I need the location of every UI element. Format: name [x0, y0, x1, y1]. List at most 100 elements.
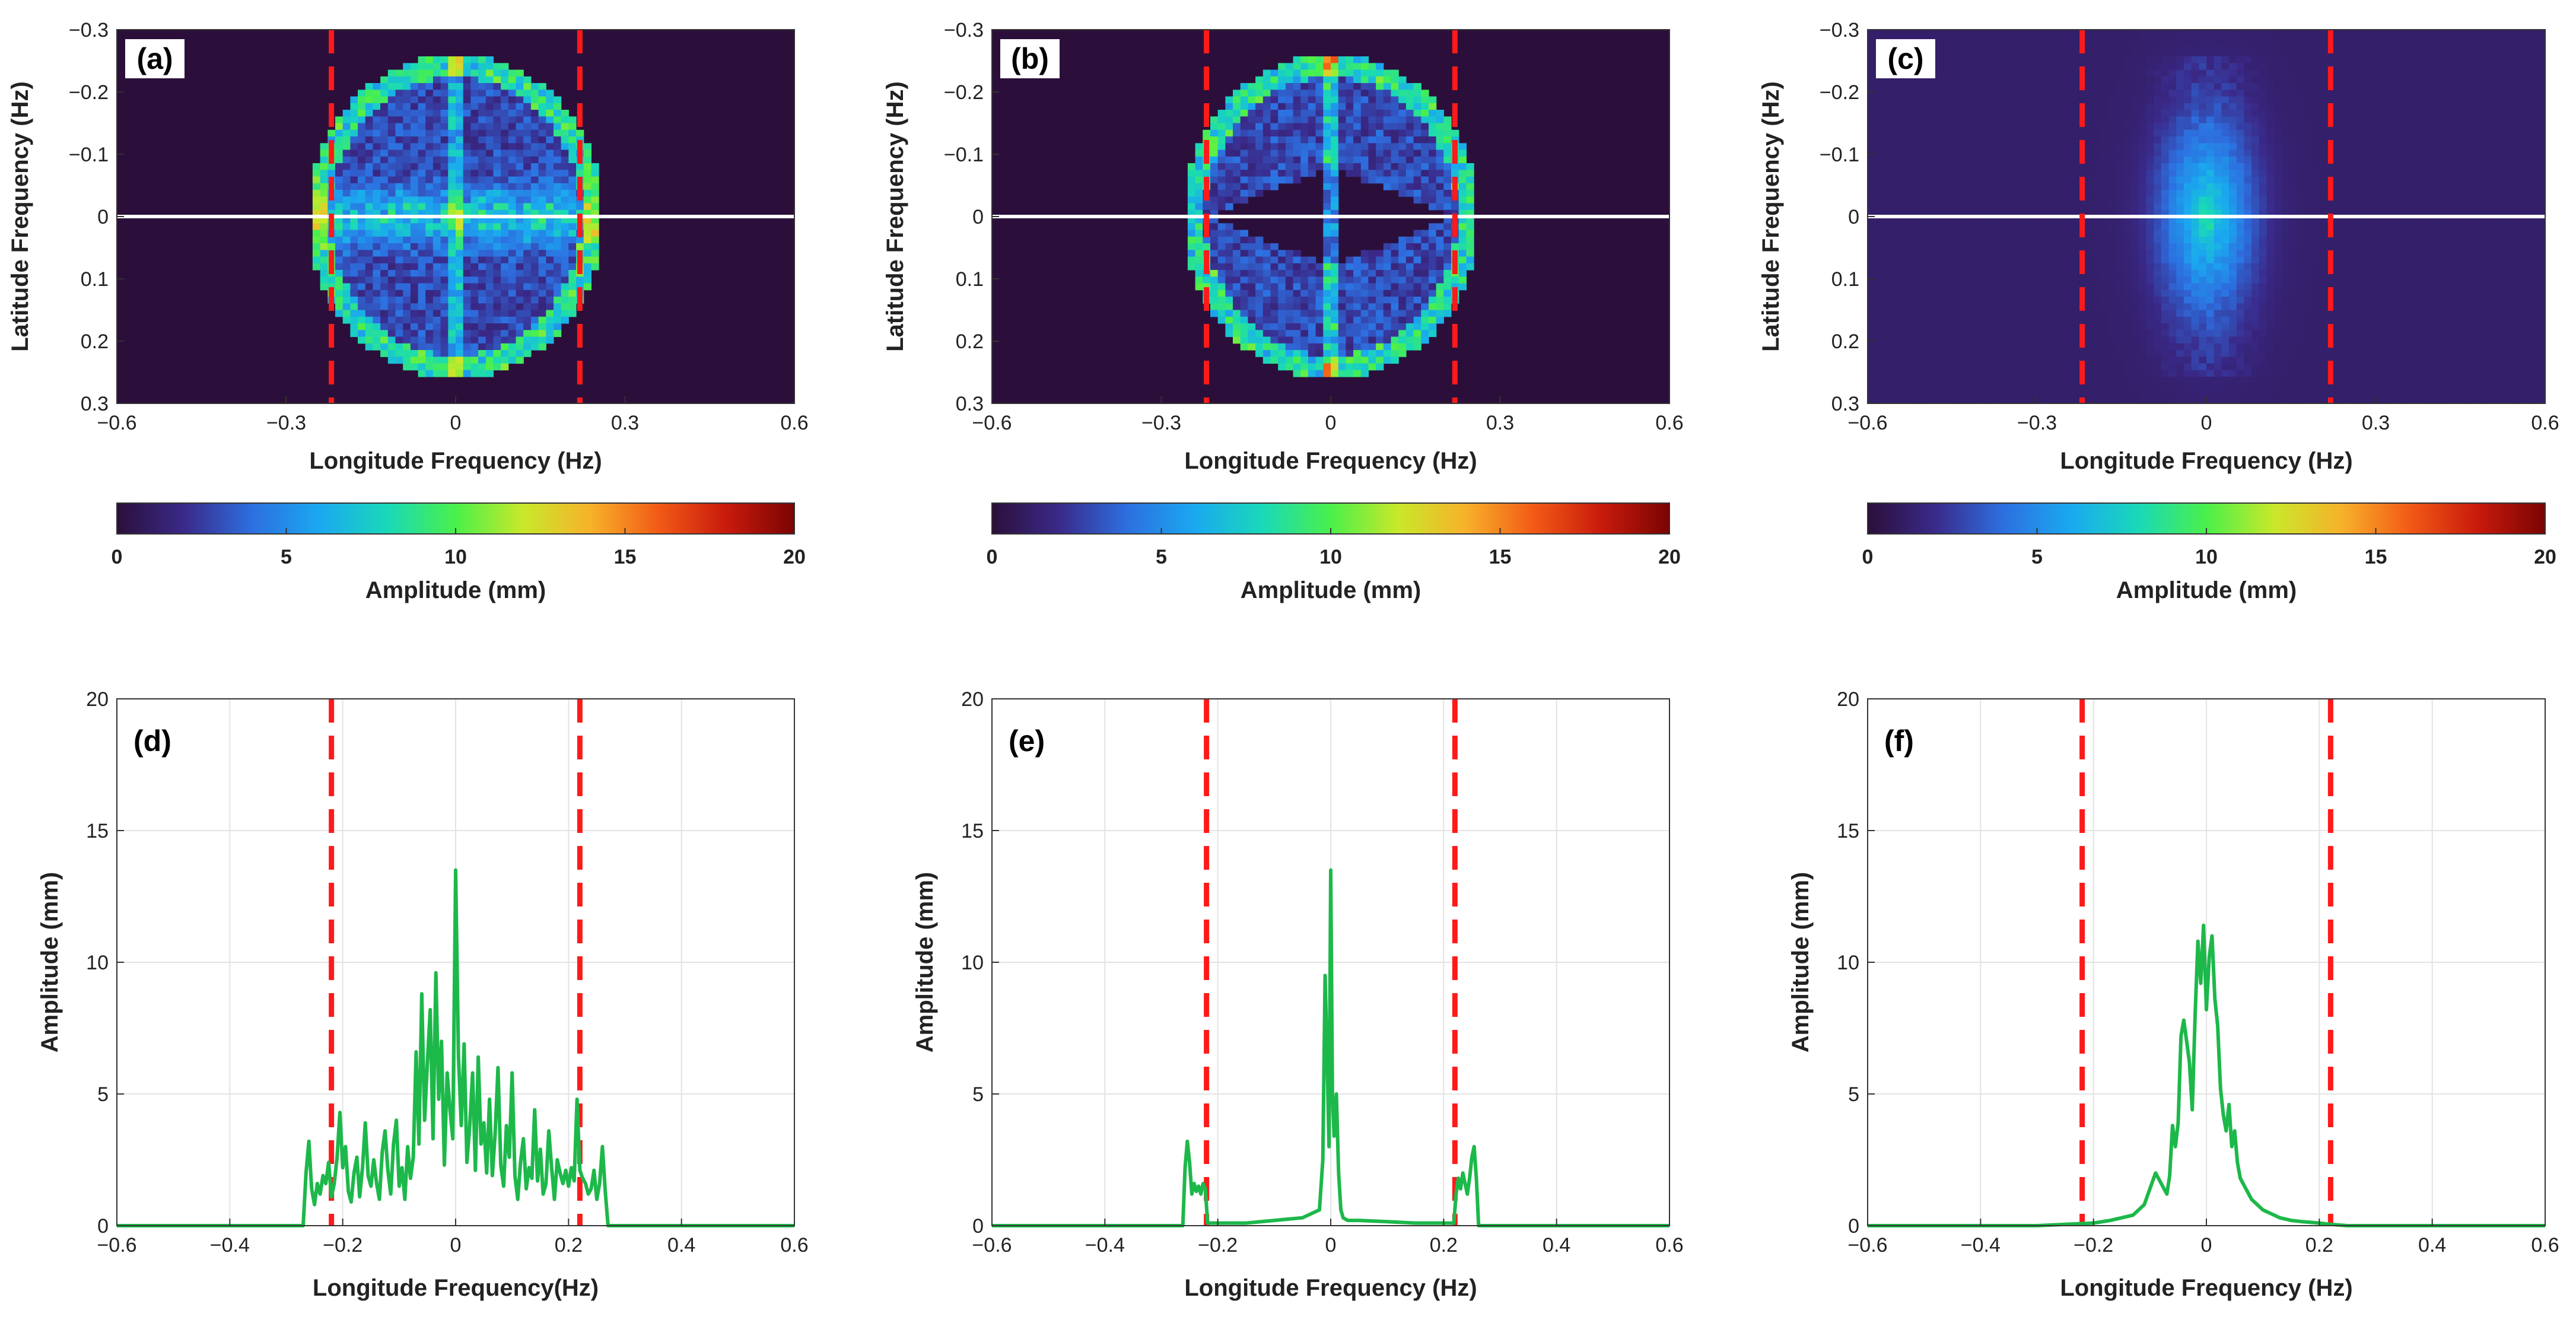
heatmap-cell — [2244, 90, 2252, 97]
heatmap-cell — [2221, 69, 2230, 77]
heatmap-cell — [395, 223, 403, 231]
heatmap-cell — [2372, 43, 2380, 50]
heatmap-cell — [2379, 156, 2388, 164]
heatmap-cell — [335, 270, 344, 277]
heatmap-cell — [2492, 69, 2501, 77]
heatmap-cell — [2485, 176, 2493, 184]
heatmap-cell — [1240, 190, 1248, 197]
heatmap-cell — [2462, 76, 2470, 84]
heatmap-cell — [1405, 263, 1414, 271]
heatmap-cell — [1308, 129, 1316, 137]
heatmap-cell — [358, 103, 366, 110]
heatmap-cell — [2229, 170, 2237, 177]
heatmap-cell — [2507, 56, 2515, 63]
heatmap-cell — [387, 76, 396, 84]
heatmap-cell — [470, 236, 479, 244]
heatmap-cell — [387, 209, 396, 217]
heatmap-cell — [350, 243, 358, 250]
heatmap-cell — [2025, 63, 2034, 71]
heatmap-cell — [2289, 143, 2297, 151]
heatmap-cell — [1346, 283, 1354, 291]
heatmap-cell — [2183, 103, 2192, 110]
heatmap-cell — [2530, 30, 2538, 37]
heatmap-cell — [2221, 76, 2230, 84]
heatmap-cell — [2394, 163, 2403, 170]
heatmap-cell — [583, 270, 591, 277]
heatmap-cell — [1285, 350, 1294, 357]
heatmap-cell — [350, 163, 358, 170]
heatmap-cell — [387, 69, 396, 77]
heatmap-cell — [365, 316, 373, 324]
heatmap-cell — [387, 303, 396, 311]
heatmap-cell — [508, 316, 517, 324]
heatmap-cell — [1225, 129, 1233, 137]
heatmap-cell — [1240, 83, 1248, 90]
heatmap-cell — [2289, 43, 2297, 50]
heatmap-cell — [2259, 170, 2267, 177]
heatmap-cell — [1331, 276, 1339, 284]
heatmap-cell — [1973, 150, 1981, 157]
heatmap-cell — [2334, 156, 2342, 164]
heatmap-cell — [470, 170, 479, 177]
heatmap-cell — [1950, 49, 1958, 57]
heatmap-cell — [546, 176, 554, 184]
heatmap-cell — [2319, 56, 2327, 63]
heatmap-cell — [448, 136, 456, 144]
heatmap-cell — [1882, 183, 1891, 190]
heatmap-cell — [2199, 43, 2207, 50]
heatmap-cell — [2281, 163, 2290, 170]
heatmap-cell — [530, 110, 539, 117]
heatmap-cell — [1383, 83, 1392, 90]
heatmap-cell — [2447, 123, 2456, 131]
heatmap-cell — [387, 290, 396, 297]
heatmap-cell — [1255, 110, 1264, 117]
heatmap-cell — [493, 90, 501, 97]
heatmap-cell — [2425, 56, 2433, 63]
heatmap-cell — [1346, 116, 1354, 124]
heatmap-cell — [1338, 350, 1346, 357]
heatmap-cell — [523, 243, 532, 250]
heatmap-cell — [2101, 96, 2109, 104]
heatmap-cell — [546, 150, 554, 157]
heatmap-cell — [403, 336, 411, 344]
heatmap-cell — [2409, 156, 2418, 164]
heatmap-cell — [1346, 76, 1354, 84]
heatmap-cell — [493, 297, 501, 304]
heatmap-cell — [2033, 156, 2041, 164]
heatmap-cell — [2063, 103, 2072, 110]
heatmap-cell — [410, 323, 419, 330]
heatmap-cell — [2101, 103, 2109, 110]
heatmap-cell — [1443, 250, 1452, 257]
heatmap-cell — [561, 110, 569, 117]
heatmap-cell — [1233, 110, 1241, 117]
heatmap-cell — [1391, 110, 1399, 117]
heatmap-cell — [2537, 49, 2546, 57]
heatmap-cell — [2372, 123, 2380, 131]
heatmap-cell — [1913, 143, 1921, 151]
heatmap-cell — [1360, 270, 1369, 277]
heatmap-cell — [448, 83, 456, 90]
heatmap-cell — [2086, 150, 2094, 157]
heatmap-cell — [1248, 110, 1256, 117]
heatmap-cell — [1187, 170, 1196, 177]
heatmap-cell — [508, 250, 517, 257]
heatmap-cell — [2214, 49, 2222, 57]
heatmap-cell — [2281, 183, 2290, 190]
heatmap-cell — [2199, 136, 2207, 144]
heatmap-cell — [1195, 230, 1203, 237]
heatmap-cell — [2025, 170, 2034, 177]
heatmap-cell — [2101, 136, 2109, 144]
heatmap-cell — [2311, 156, 2320, 164]
heatmap-cell — [403, 150, 411, 157]
heatmap-cell — [387, 150, 396, 157]
heatmap-cell — [463, 203, 471, 211]
heatmap-cell — [538, 156, 546, 164]
heatmap-cell — [350, 256, 358, 264]
heatmap-cell — [2229, 136, 2237, 144]
heatmap-cell — [1928, 110, 1936, 117]
heatmap-cell — [1308, 116, 1316, 124]
heatmap-cell — [387, 156, 396, 164]
heatmap-cell — [365, 243, 373, 250]
heatmap-cell — [1413, 136, 1421, 144]
heatmap-cell — [335, 196, 344, 204]
